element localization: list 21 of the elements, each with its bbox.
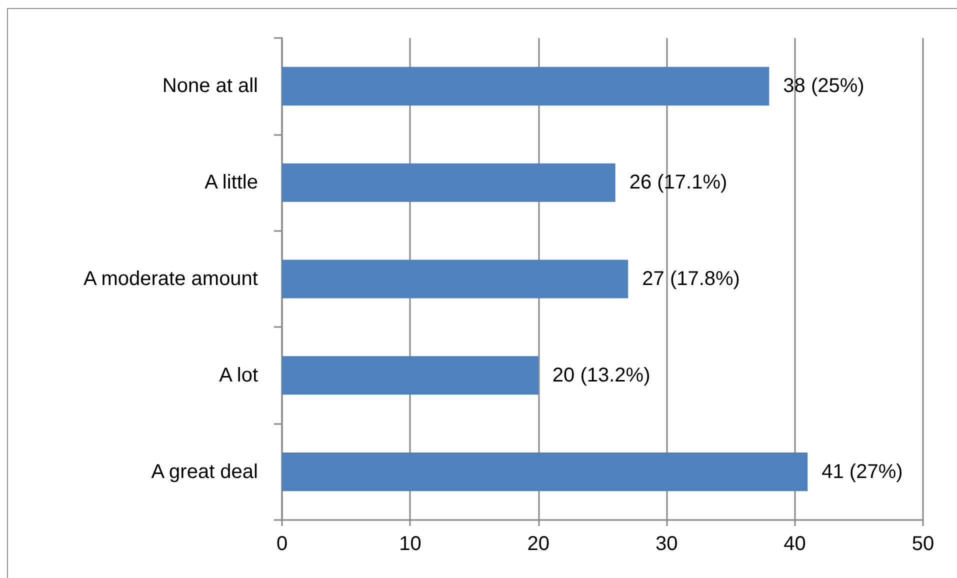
bar (282, 66, 770, 106)
x-tick-label: 40 (784, 533, 806, 555)
data-label: 27 (17.8%) (642, 268, 740, 290)
data-label: 26 (17.1%) (629, 172, 728, 194)
x-tick-label: 50 (912, 533, 934, 555)
data-label: 20 (13.2%) (552, 364, 650, 386)
data-label: 38 (25%) (783, 75, 864, 98)
y-tick-label: A moderate amount (83, 268, 258, 290)
y-tick-label: A lot (219, 364, 258, 386)
bar (282, 452, 808, 492)
x-tick-label: 0 (276, 533, 288, 555)
bar (282, 260, 628, 298)
bar (282, 163, 616, 202)
x-tick-label: 10 (399, 533, 422, 555)
y-tick-label: A great deal (151, 460, 258, 483)
x-tick-label: 20 (527, 533, 550, 555)
y-tick-label: None at all (162, 75, 258, 98)
bar (282, 356, 538, 395)
x-tick-label: 30 (655, 533, 678, 555)
data-label: 41 (27%) (822, 460, 903, 483)
y-tick-label: A little (204, 172, 258, 194)
